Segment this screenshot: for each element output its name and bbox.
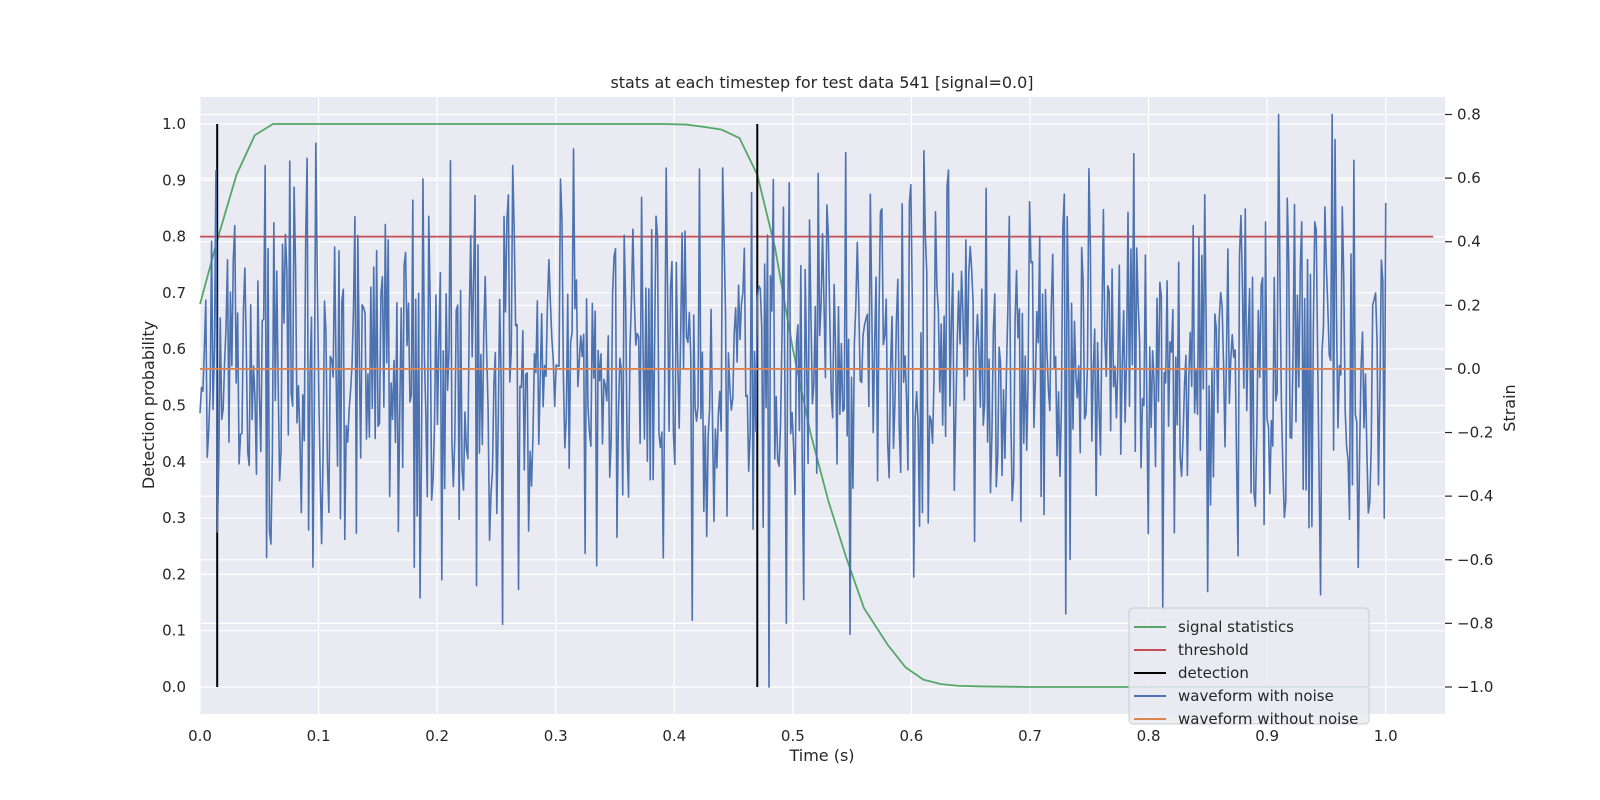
x-tick-label: 0.4 <box>662 727 686 745</box>
y-tick-label: 0.4 <box>162 453 186 471</box>
y-tick-label: 0.3 <box>162 509 186 527</box>
signal-statistics-line <box>199 123 1368 688</box>
legend: signal statistics threshold detection wavef… <box>1128 607 1370 728</box>
series-layer <box>199 113 1434 688</box>
y-tick-label: 0.0 <box>162 678 186 696</box>
x-tick-label: 0.5 <box>781 727 805 745</box>
y-tick-label: 1.0 <box>162 115 186 133</box>
x-tick-label: 0.6 <box>899 727 923 745</box>
y-tick-label: 0.9 <box>162 171 186 189</box>
y2-tick-label: 0.6 <box>1457 169 1481 187</box>
x-tick-label: 0.7 <box>1018 727 1042 745</box>
y-tick-label: 0.8 <box>162 228 186 246</box>
x-tick-label: 0.3 <box>544 727 568 745</box>
axes-layer: 0.0 0.1 0.2 0.3 0.4 0.5 0.6 0.7 0.8 0.9 1.0 0.0 0.1 0… <box>162 105 1493 745</box>
x-axis-label: Time (s) <box>788 746 854 765</box>
y2-tick-label: 0.4 <box>1457 233 1481 251</box>
x-tick-label: 0.0 <box>188 727 212 745</box>
legend-label-waveform-without-noise: waveform without noise <box>1178 710 1358 728</box>
y2-tick-label: −0.2 <box>1457 424 1493 442</box>
legend-label-threshold: threshold <box>1178 641 1249 659</box>
x-tick-label: 0.2 <box>425 727 449 745</box>
x-tick-label: 0.9 <box>1255 727 1279 745</box>
waveform-with-noise-line <box>199 113 1387 688</box>
y-tick-label: 0.5 <box>162 397 186 415</box>
legend-label-waveform-with-noise: waveform with noise <box>1178 687 1334 705</box>
chart-title: stats at each timestep for test data 541… <box>610 73 1033 92</box>
y2-tick-label: 0.2 <box>1457 296 1481 314</box>
y2-axis-label: Strain <box>1500 384 1519 431</box>
y-tick-label: 0.6 <box>162 340 186 358</box>
y-axis-label: Detection probability <box>139 321 158 489</box>
x-tick-label: 0.1 <box>307 727 331 745</box>
y2-tick-label: −1.0 <box>1457 678 1493 696</box>
x-tick-label: 1.0 <box>1374 727 1398 745</box>
y2-tick-label: −0.6 <box>1457 551 1493 569</box>
legend-box <box>1128 607 1370 725</box>
legend-label-signal-statistics: signal statistics <box>1178 618 1294 636</box>
y2-tick-label: 0.0 <box>1457 360 1481 378</box>
y-tick-label: 0.2 <box>162 565 186 583</box>
y-tick-label: 0.7 <box>162 284 186 302</box>
y2-tick-label: 0.8 <box>1457 105 1481 123</box>
y2-tick-label: −0.8 <box>1457 614 1493 632</box>
y2-tick-label: −0.4 <box>1457 487 1493 505</box>
x-tick-label: 0.8 <box>1137 727 1161 745</box>
y-tick-label: 0.1 <box>162 622 186 640</box>
legend-label-detection: detection <box>1178 664 1249 682</box>
